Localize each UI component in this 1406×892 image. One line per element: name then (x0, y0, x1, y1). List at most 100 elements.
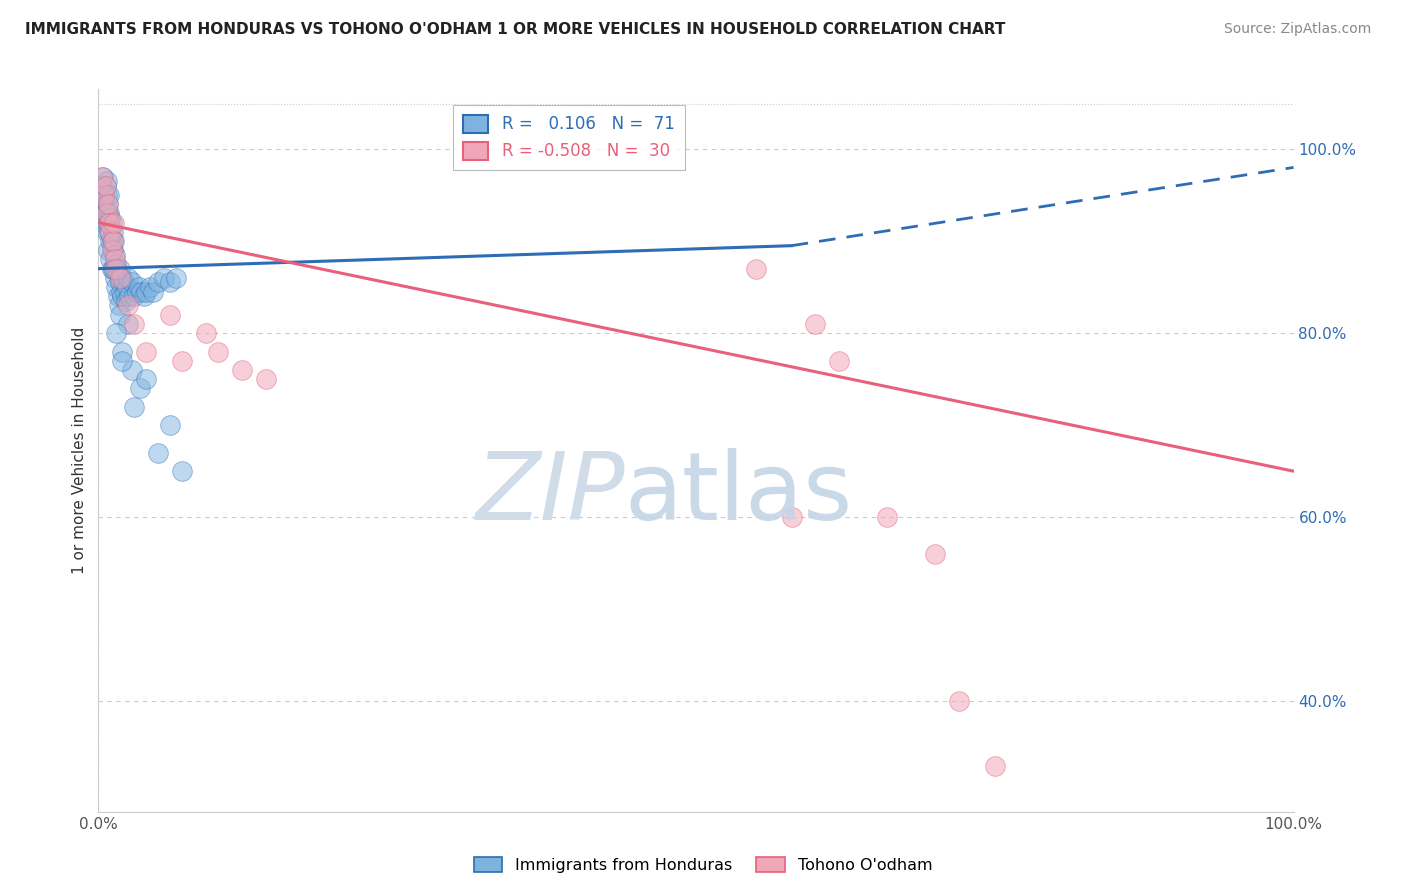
Point (135, 285, 157, 299)
Point (101, 225, 124, 239)
Point (100, 216, 122, 230)
Point (96, 188, 118, 202)
Point (111, 353, 134, 368)
Point (195, 326, 218, 340)
Point (104, 252, 127, 267)
Point (159, 308, 181, 322)
Point (98, 252, 122, 267)
Point (110, 285, 132, 299)
Point (207, 344, 229, 359)
Point (97, 197, 120, 211)
Point (98, 188, 121, 202)
Point (107, 289, 129, 303)
Point (148, 446, 170, 460)
Point (91, 197, 114, 211)
Point (115, 293, 138, 308)
Point (172, 464, 194, 478)
Point (132, 289, 155, 303)
Point (121, 363, 143, 377)
Legend: R =   0.106   N =  71, R = -0.508   N =  30: R = 0.106 N = 71, R = -0.508 N = 30 (453, 104, 685, 170)
Point (121, 276, 143, 290)
Point (98, 211, 122, 225)
Point (254, 372, 277, 386)
Point (98, 216, 121, 230)
Point (139, 280, 162, 294)
Point (124, 400, 146, 414)
Point (97, 244, 120, 258)
Point (98, 206, 121, 220)
Point (97, 197, 120, 211)
Point (91, 169, 114, 184)
Point (104, 248, 127, 262)
Point (108, 271, 131, 285)
Point (745, 261, 768, 276)
Point (125, 285, 148, 299)
Point (129, 381, 152, 395)
Point (105, 280, 128, 294)
Point (984, 758, 1007, 772)
Point (111, 289, 134, 303)
Point (96, 174, 118, 188)
Point (117, 317, 139, 331)
Point (804, 317, 827, 331)
Point (124, 289, 146, 303)
Point (100, 244, 122, 258)
Point (165, 271, 187, 285)
Point (135, 344, 157, 359)
Point (94, 178, 117, 193)
Point (93, 216, 115, 230)
Text: atlas: atlas (624, 448, 852, 540)
Point (91, 188, 114, 202)
Point (105, 326, 128, 340)
Point (108, 276, 131, 290)
Point (159, 276, 181, 290)
Point (118, 289, 141, 303)
Point (104, 271, 127, 285)
Text: ZIP: ZIP (475, 449, 624, 540)
Text: Source: ZipAtlas.com: Source: ZipAtlas.com (1223, 22, 1371, 37)
Point (876, 510, 898, 524)
Point (103, 216, 125, 230)
Point (105, 261, 128, 276)
Point (94, 206, 117, 220)
Point (90, 178, 112, 193)
Point (780, 510, 803, 524)
Legend: Immigrants from Honduras, Tohono O'odham: Immigrants from Honduras, Tohono O'odham (467, 851, 939, 880)
Point (101, 261, 124, 276)
Point (98, 225, 121, 239)
Point (98, 234, 122, 248)
Point (105, 257, 128, 271)
Point (159, 418, 181, 433)
Point (108, 261, 131, 276)
Point (115, 280, 138, 294)
Point (148, 276, 170, 290)
Point (100, 261, 122, 276)
Point (924, 547, 946, 561)
Point (124, 317, 146, 331)
Point (96, 225, 118, 239)
Point (94, 178, 117, 193)
Point (111, 271, 134, 285)
Point (96, 206, 118, 220)
Point (100, 234, 122, 248)
Point (111, 344, 134, 359)
Point (135, 372, 157, 386)
Point (93, 193, 115, 207)
Point (828, 353, 851, 368)
Y-axis label: 1 or more Vehicles in Household: 1 or more Vehicles in Household (72, 326, 87, 574)
Point (103, 261, 125, 276)
Point (948, 694, 970, 708)
Point (91, 169, 114, 184)
Point (108, 308, 131, 322)
Point (98, 225, 122, 239)
Point (231, 363, 253, 377)
Point (128, 280, 150, 294)
Point (107, 266, 129, 280)
Point (107, 298, 129, 312)
Point (112, 276, 135, 290)
Point (97, 216, 120, 230)
Point (131, 285, 153, 299)
Point (103, 234, 125, 248)
Point (114, 285, 136, 299)
Point (142, 285, 165, 299)
